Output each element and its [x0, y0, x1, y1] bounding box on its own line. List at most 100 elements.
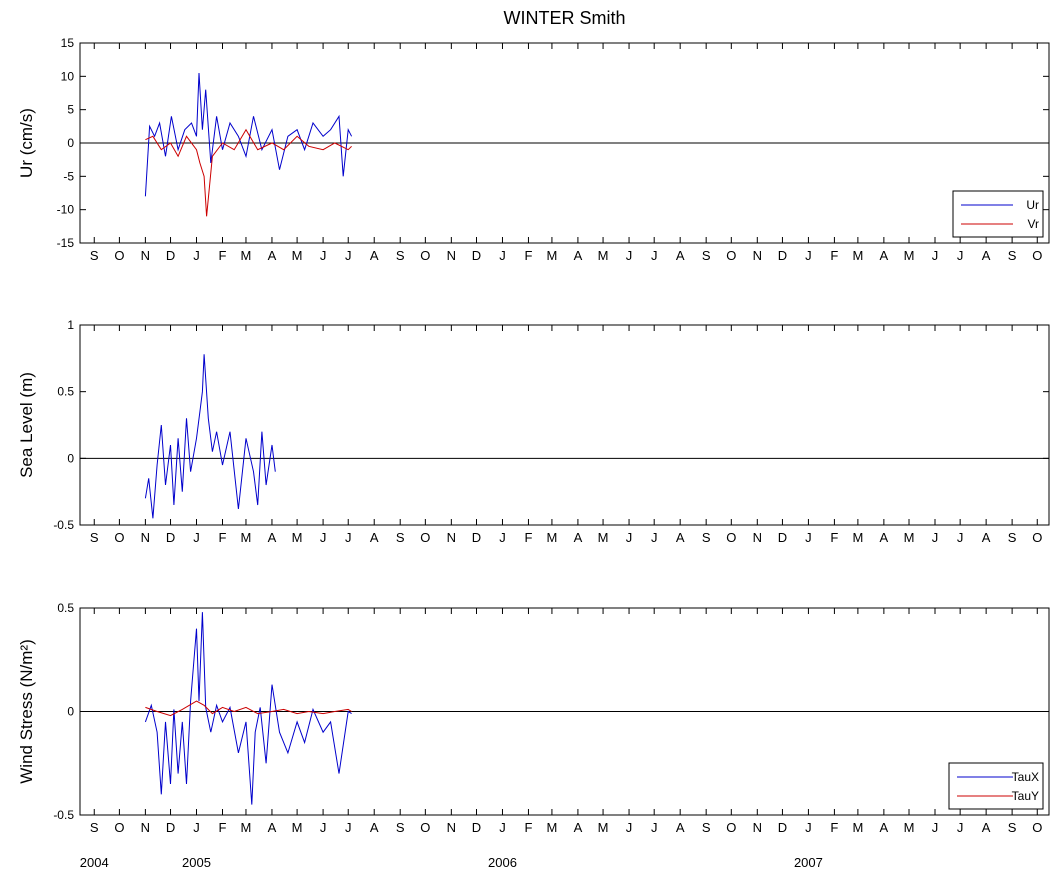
month-label: J [651, 248, 658, 263]
month-label: A [982, 820, 991, 835]
month-label: S [702, 820, 711, 835]
series-line-taux [144, 612, 352, 805]
year-label: 2007 [794, 855, 823, 870]
month-label: D [778, 530, 787, 545]
month-label: M [547, 530, 558, 545]
month-label: F [219, 248, 227, 263]
month-label: F [830, 820, 838, 835]
month-label: M [292, 530, 303, 545]
month-label: O [726, 820, 736, 835]
month-label: S [702, 530, 711, 545]
month-label: M [241, 248, 252, 263]
month-label: A [268, 530, 277, 545]
month-label: S [702, 248, 711, 263]
y-tick-label: -15 [57, 236, 75, 250]
legend-label: TauX [1012, 770, 1039, 784]
month-label: F [219, 530, 227, 545]
month-label: A [370, 248, 379, 263]
month-label: A [676, 820, 685, 835]
legend-label: Ur [1026, 198, 1039, 212]
month-label: J [193, 820, 200, 835]
month-label: O [420, 248, 430, 263]
month-label: O [1032, 820, 1042, 835]
month-label: S [396, 530, 405, 545]
legend: TauX TauY [948, 762, 1044, 810]
series-line-1 [144, 354, 276, 519]
month-label: D [472, 248, 481, 263]
month-label: J [805, 530, 812, 545]
month-label: J [345, 530, 352, 545]
month-label: M [241, 820, 252, 835]
year-label: 2004 [80, 855, 109, 870]
month-label: D [778, 820, 787, 835]
month-label: O [1032, 248, 1042, 263]
month-label: A [880, 820, 889, 835]
legend-label: TauY [1012, 789, 1039, 803]
month-label: O [114, 248, 124, 263]
month-label: M [547, 820, 558, 835]
month-label: A [574, 530, 583, 545]
month-label: M [852, 820, 863, 835]
month-label: A [574, 248, 583, 263]
y-tick-label: -5 [63, 169, 74, 183]
month-label: J [320, 820, 327, 835]
month-label: N [753, 248, 762, 263]
y-tick-label: 0 [67, 705, 74, 719]
panel-3: S O N D J F M A M J J A S O N D J F M A M J J A S O N D J F M A M J J A S O0.… [17, 601, 1050, 835]
y-tick-label: 0.5 [57, 385, 74, 399]
y-tick-label: 10 [61, 69, 75, 83]
month-label: O [114, 530, 124, 545]
month-label: F [219, 820, 227, 835]
month-label: A [982, 248, 991, 263]
month-label: S [90, 820, 99, 835]
month-label: J [805, 820, 812, 835]
y-tick-label: 0.5 [57, 601, 74, 615]
month-label: J [957, 248, 964, 263]
month-label: F [830, 248, 838, 263]
month-label: J [345, 248, 352, 263]
month-label: J [651, 820, 658, 835]
y-tick-label: -0.5 [53, 808, 74, 822]
month-label: D [166, 248, 175, 263]
month-label: D [166, 820, 175, 835]
y-tick-label: 1 [67, 318, 74, 332]
year-label: 2005 [182, 855, 211, 870]
month-label: J [626, 820, 633, 835]
y-tick-label: 0 [67, 451, 74, 465]
month-label: J [320, 248, 327, 263]
month-label: O [114, 820, 124, 835]
month-label: M [241, 530, 252, 545]
month-label: M [598, 248, 609, 263]
plot-frame [79, 324, 1050, 526]
legend: Ur Vr [952, 190, 1044, 238]
month-label: J [193, 248, 200, 263]
month-label: D [472, 530, 481, 545]
month-label: J [626, 248, 633, 263]
month-label: J [193, 530, 200, 545]
y-tick-label: 5 [67, 103, 74, 117]
month-label: N [141, 820, 150, 835]
month-label: O [420, 820, 430, 835]
month-label: J [499, 248, 506, 263]
month-label: D [166, 530, 175, 545]
month-label: A [676, 530, 685, 545]
series-line-tauy [145, 700, 352, 717]
month-label: S [396, 820, 405, 835]
y-axis-label: Sea Level (m) [17, 372, 36, 478]
month-label: J [345, 820, 352, 835]
month-label: F [830, 530, 838, 545]
month-label: M [598, 820, 609, 835]
month-label: N [753, 820, 762, 835]
month-label: N [141, 530, 150, 545]
month-label: N [447, 820, 456, 835]
month-label: D [472, 820, 481, 835]
month-label: J [320, 530, 327, 545]
y-tick-label: -0.5 [53, 518, 74, 532]
month-label: J [805, 248, 812, 263]
month-label: S [90, 248, 99, 263]
month-label: J [932, 820, 939, 835]
month-label: M [547, 248, 558, 263]
month-label: N [753, 530, 762, 545]
month-label: J [932, 530, 939, 545]
